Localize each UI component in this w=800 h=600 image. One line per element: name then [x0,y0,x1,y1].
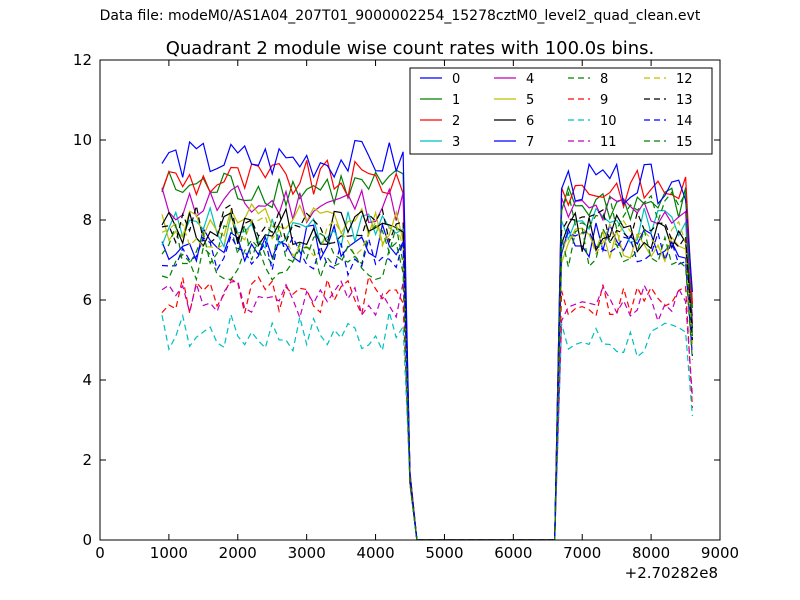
series-line-6 [161,207,693,540]
series-line-15 [161,226,693,540]
x-tick-label: 7000 [563,544,601,562]
legend-label-4: 4 [526,72,534,87]
legend-label-1: 1 [452,93,460,108]
series-line-2 [161,158,693,540]
series-line-5 [161,202,693,540]
y-tick-label: 8 [82,211,92,229]
x-tick-label: 9000 [701,544,739,562]
x-tick-label: 1000 [150,544,188,562]
legend-label-12: 12 [676,72,693,87]
x-tick-label: 4000 [356,544,394,562]
y-tick-label: 2 [82,451,92,469]
y-tick-label: 10 [73,131,92,149]
y-tick-label: 0 [82,531,92,549]
series-line-9 [161,274,693,540]
series-line-11 [161,280,693,540]
series-line-14 [161,230,693,540]
chart-title: Quadrant 2 module wise count rates with … [166,38,655,59]
legend-label-7: 7 [526,135,534,150]
legend-label-8: 8 [600,72,608,87]
x-tick-label: 3000 [288,544,326,562]
series-line-12 [161,215,693,540]
legend-box [409,67,713,155]
series-line-8 [161,190,693,540]
x-tick-label: 0 [95,544,105,562]
series-line-13 [161,203,693,540]
y-tick-label: 12 [73,51,92,69]
figure-suptitle: Data file: modeM0/AS1A04_207T01_90000022… [99,8,701,24]
series-line-1 [161,169,693,540]
legend-label-0: 0 [452,72,460,87]
legend-label-6: 6 [526,114,534,129]
x-tick-label: 2000 [219,544,257,562]
series-line-3 [161,205,693,540]
x-tick-label: 8000 [632,544,670,562]
legend-label-9: 9 [600,93,608,108]
x-tick-label: 5000 [425,544,463,562]
legend-label-15: 15 [676,135,693,150]
legend-label-11: 11 [600,135,617,150]
series-line-0 [161,222,693,540]
series-layer [161,139,693,540]
y-tick-label: 6 [82,291,92,309]
series-line-10 [161,311,693,540]
y-tick-label: 4 [82,371,92,389]
series-line-7 [161,139,693,540]
legend-label-5: 5 [526,93,534,108]
axis-ticks: 0 1000 2000 3000 4000 5000 6000 7000 8000 9000 0 2 4… [73,51,739,562]
x-axis-offset-label: +2.70282e8 [625,564,718,582]
legend-label-14: 14 [676,114,693,129]
legend-label-10: 10 [600,114,617,129]
legend-label-13: 13 [676,93,693,108]
x-tick-label: 6000 [494,544,532,562]
legend-label-2: 2 [452,114,460,129]
legend-label-3: 3 [452,135,460,150]
